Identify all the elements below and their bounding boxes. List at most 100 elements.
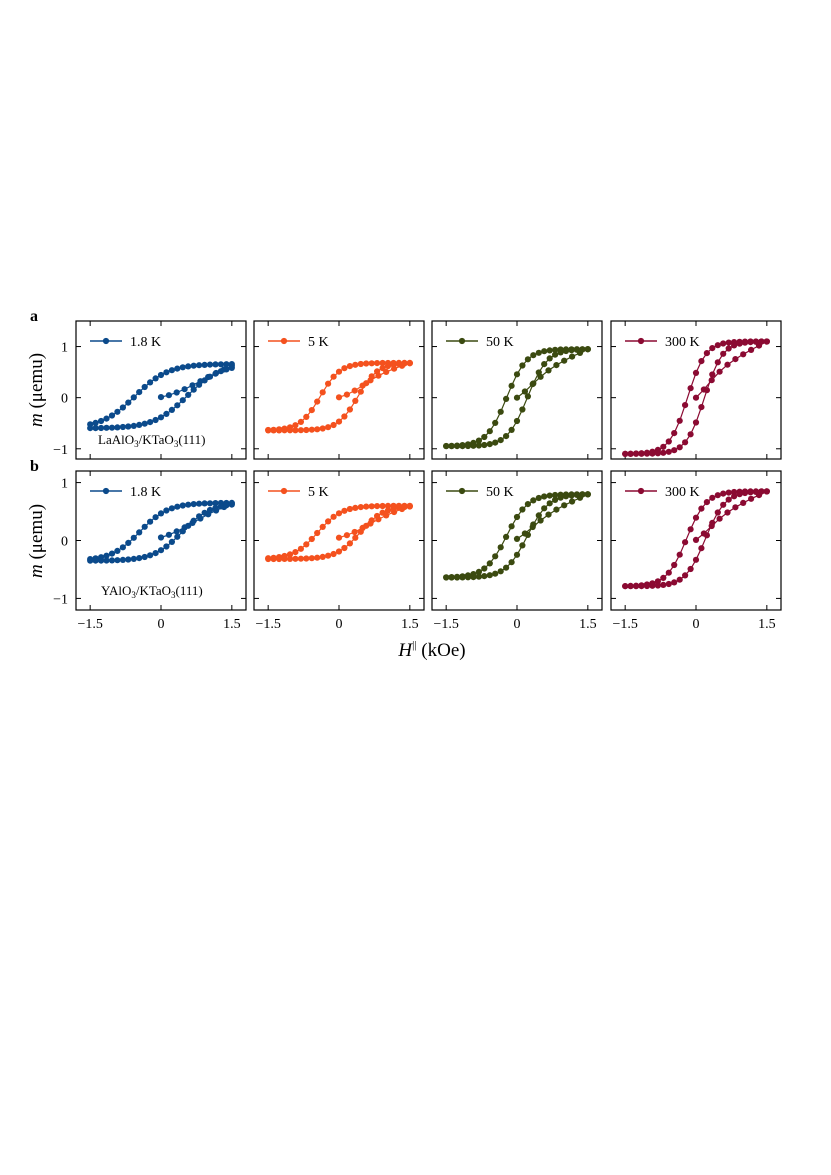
data-point: [136, 555, 143, 562]
data-point: [330, 513, 337, 520]
data-point: [692, 536, 700, 544]
data-point: [390, 361, 397, 368]
data-point: [552, 346, 559, 353]
data-point: [508, 382, 515, 389]
data-point: [286, 555, 294, 563]
data-point: [725, 345, 732, 352]
data-point: [325, 552, 332, 559]
data-point: [363, 380, 370, 387]
data-point: [481, 433, 488, 441]
data-point: [692, 556, 700, 563]
legend-marker: [102, 487, 110, 495]
data-point: [513, 417, 521, 425]
data-point: [212, 361, 219, 368]
data-point: [519, 542, 526, 549]
data-point: [351, 528, 358, 536]
data-point: [346, 406, 353, 413]
data-point: [736, 491, 743, 498]
data-point: [530, 380, 537, 387]
legend-label: 50 K: [486, 335, 514, 350]
data-point: [535, 512, 542, 519]
data-point: [541, 348, 548, 355]
data-point: [475, 568, 482, 576]
data-point: [152, 550, 159, 557]
data-point: [179, 528, 186, 535]
data-point: [545, 367, 552, 374]
data-point: [217, 368, 224, 375]
data-point: [698, 404, 705, 411]
data-point: [352, 504, 359, 511]
data-point: [720, 490, 727, 497]
data-point: [92, 419, 99, 426]
data-point: [314, 554, 321, 561]
data-point: [530, 352, 537, 359]
data-point: [190, 362, 197, 369]
data-point: [660, 443, 667, 450]
y-tick-label: 1: [61, 341, 68, 356]
data-point: [368, 517, 375, 524]
x-axis-label: H|| (kOe): [397, 639, 465, 661]
data-point: [720, 340, 727, 347]
data-point: [660, 449, 667, 456]
data-point: [152, 514, 159, 521]
data-point: [492, 419, 499, 426]
data-point: [114, 557, 121, 564]
data-point: [676, 576, 683, 583]
sample-label-a: LaAlO3/KTaO3(111): [98, 432, 206, 449]
data-point: [741, 339, 749, 346]
panel-label-a: a: [30, 308, 38, 325]
data-point: [553, 362, 560, 369]
data-point: [627, 583, 634, 590]
data-point: [265, 427, 272, 434]
data-point: [725, 489, 732, 496]
data-point: [752, 338, 760, 345]
data-point: [103, 415, 110, 422]
data-point: [486, 560, 493, 567]
data-point: [633, 583, 640, 590]
data-point: [513, 371, 521, 378]
data-point: [98, 557, 105, 564]
data-point: [443, 574, 450, 581]
data-point: [363, 503, 370, 510]
data-point: [687, 526, 694, 533]
data-point: [716, 368, 723, 375]
data-point: [698, 545, 705, 552]
data-point: [314, 426, 321, 433]
data-point: [147, 552, 154, 559]
data-point: [736, 340, 743, 347]
data-point: [108, 557, 116, 564]
data-point: [665, 580, 672, 588]
data-point: [758, 488, 765, 495]
data-point: [286, 427, 294, 434]
data-point: [654, 450, 662, 457]
data-point: [108, 424, 116, 431]
data-point: [573, 346, 581, 353]
data-point: [168, 367, 175, 374]
panel-a-3: 50 K: [431, 320, 603, 460]
data-point: [573, 491, 581, 498]
data-point: [676, 551, 683, 558]
data-point: [165, 531, 172, 538]
data-point: [379, 365, 386, 372]
data-point: [196, 513, 203, 520]
data-point: [319, 523, 326, 531]
panel-b-1: −1 0 1 −1.5 0 1.5 1.8 K: [53, 470, 247, 632]
data-point: [325, 380, 332, 387]
data-point: [174, 503, 181, 510]
data-point: [513, 513, 521, 521]
data-point: [741, 489, 749, 497]
data-point: [503, 395, 510, 402]
data-point: [497, 437, 504, 444]
data-point: [384, 502, 392, 509]
data-point: [297, 545, 304, 552]
data-point: [130, 555, 137, 563]
data-point: [270, 427, 277, 434]
data-point: [703, 387, 711, 394]
data-point: [341, 507, 348, 514]
data-point: [325, 518, 332, 525]
data-point: [206, 500, 214, 507]
data-point: [724, 361, 731, 368]
data-point: [87, 425, 94, 432]
data-point: [401, 360, 408, 367]
data-point: [173, 528, 180, 535]
